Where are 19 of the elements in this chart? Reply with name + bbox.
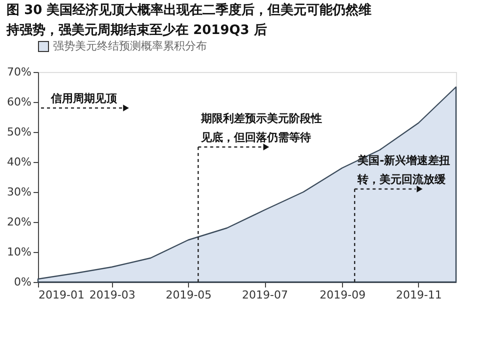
chart-title: 图 30 美国经济见顶大概率出现在二季度后，但美元可能仍然维持强势，强美元周期结束至少在 2019Q3 后 [6, 2, 372, 38]
y-tick-label: 70% [7, 66, 32, 78]
legend-label: 强势美元终结预测概率累积分布 [53, 40, 207, 52]
ref-line-label: 期限利差预示美元阶段性见底，但回落仍需等待 [200, 112, 322, 144]
annotation: 信用周期见顶 [50, 92, 118, 105]
y-tick-label: 0% [14, 276, 32, 288]
ref-line-label: 美国-新兴增速差扭转，美元回流放缓 [356, 154, 450, 186]
x-tick-label: 2019-01 [38, 288, 84, 302]
x-tick-label: 2019-03 [89, 288, 136, 302]
y-tick-label: 50% [7, 126, 32, 138]
y-tick-label: 20% [7, 216, 32, 228]
y-tick-label: 40% [7, 156, 32, 168]
y-tick-label: 30% [7, 186, 32, 198]
x-tick-label: 2019-09 [320, 288, 366, 302]
x-tick-label: 2019-07 [242, 288, 288, 302]
x-tick-label: 2019-05 [166, 288, 212, 302]
y-tick-label: 10% [7, 246, 32, 258]
y-tick-label: 60% [7, 96, 32, 108]
x-tick-label: 2019-11 [396, 288, 442, 302]
